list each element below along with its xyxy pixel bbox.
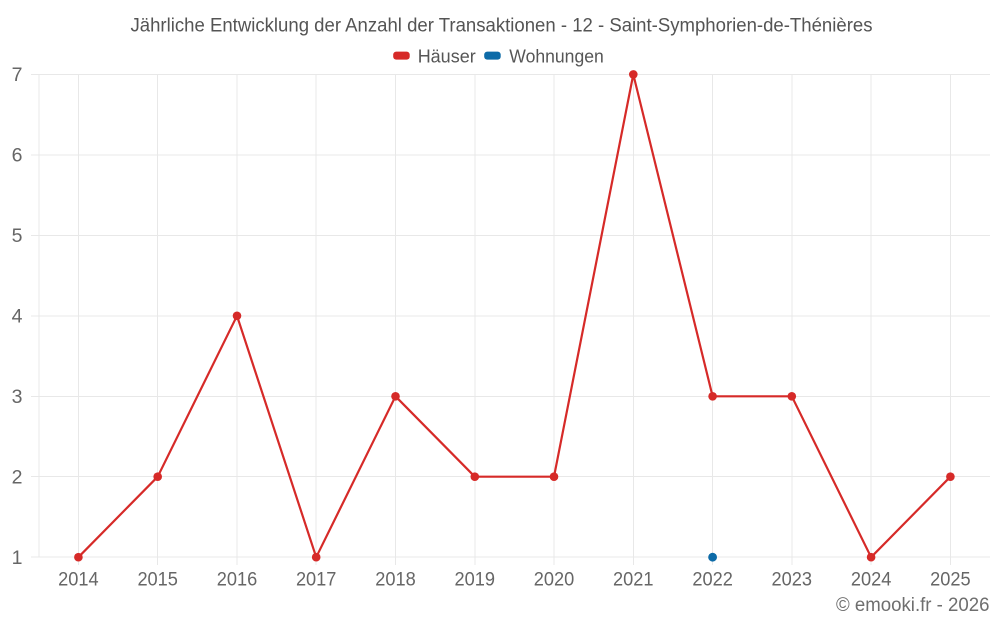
svg-text:Jährliche Entwicklung der Anza: Jährliche Entwicklung der Anzahl der Tra… [131,16,873,37]
svg-text:2021: 2021 [613,569,654,591]
svg-text:2023: 2023 [772,569,813,591]
svg-text:2022: 2022 [692,569,733,591]
svg-text:2018: 2018 [375,569,416,591]
svg-text:6: 6 [12,145,23,167]
svg-text:2017: 2017 [296,569,337,591]
svg-text:4: 4 [12,306,23,328]
svg-text:2025: 2025 [930,569,971,591]
svg-text:2014: 2014 [58,569,99,591]
svg-text:© emooki.fr - 2026: © emooki.fr - 2026 [836,595,990,616]
svg-text:5: 5 [12,225,23,247]
svg-text:2015: 2015 [137,569,178,591]
svg-text:2016: 2016 [217,569,258,591]
svg-text:2019: 2019 [455,569,496,591]
svg-text:2: 2 [12,467,23,489]
svg-text:3: 3 [12,386,23,408]
svg-text:Wohnungen: Wohnungen [509,45,604,66]
svg-text:1: 1 [12,547,23,569]
svg-text:7: 7 [12,64,23,86]
svg-text:Häuser: Häuser [418,45,476,66]
svg-text:2020: 2020 [534,569,575,591]
svg-text:2024: 2024 [851,569,892,591]
